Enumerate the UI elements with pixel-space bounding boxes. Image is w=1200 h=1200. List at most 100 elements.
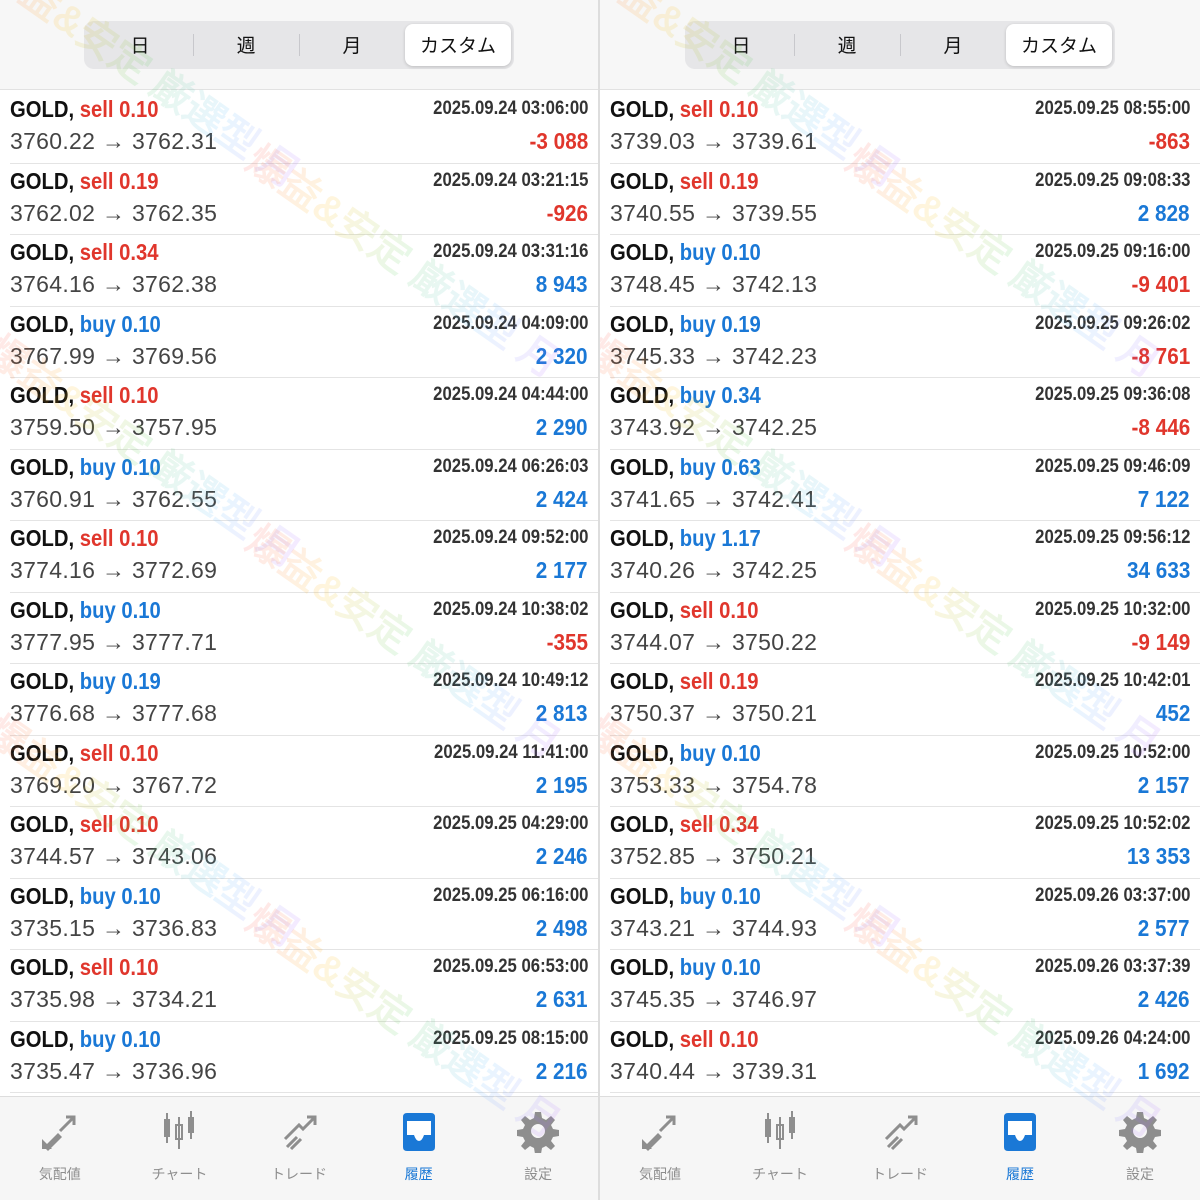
close-price: 3757.95 <box>131 414 218 440</box>
open-price: 3762.02 <box>10 199 96 226</box>
close-price: 3772.69 <box>131 557 218 583</box>
trade-side: buy <box>679 739 716 766</box>
trade-row[interactable]: GOLD, sell 0.10 3744.07 → 3750.22 2025.0… <box>610 593 1200 664</box>
trade-symbol-line: GOLD, buy 0.19 <box>610 311 761 338</box>
open-price: 3748.45 <box>610 271 696 297</box>
trade-symbol-line: GOLD, sell 0.10 <box>610 597 759 624</box>
tab-quotes[interactable]: 気配値 <box>0 1097 120 1200</box>
trade-row[interactable]: GOLD, buy 0.34 3743.92 → 3742.25 2025.09… <box>610 378 1200 450</box>
trade-volume: 0.10 <box>119 96 159 122</box>
trade-time: 2025.09.26 03:37:00 <box>1034 884 1190 906</box>
trade-volume: 0.34 <box>719 811 759 837</box>
trade-profit: 2 216 <box>536 1057 588 1084</box>
trade-volume: 0.10 <box>719 1025 759 1052</box>
tab-settings[interactable]: 設定 <box>478 1097 598 1200</box>
trade-row[interactable]: GOLD, buy 0.10 3743.21 → 3744.93 2025.09… <box>610 879 1200 950</box>
close-price: 3736.83 <box>131 914 218 941</box>
trade-row[interactable]: GOLD, sell 0.10 3760.22 → 3762.31 2025.0… <box>10 92 598 164</box>
tab-settings[interactable]: 設定 <box>1080 1097 1200 1200</box>
trade-profit: -8 446 <box>1131 414 1190 440</box>
open-price: 3769.20 <box>10 771 96 798</box>
trade-profit: 2 813 <box>536 700 588 726</box>
trade-side: buy <box>679 310 716 337</box>
symbol: GOLD, <box>610 811 675 837</box>
trade-row[interactable]: GOLD, buy 0.10 3753.33 → 3754.78 2025.09… <box>610 736 1200 807</box>
tab-trade[interactable]: トレード <box>840 1097 960 1200</box>
open-price: 3776.68 <box>10 700 96 726</box>
arrow-right-icon: → <box>701 557 726 583</box>
trade-row[interactable]: GOLD, sell 0.10 3740.44 → 3739.31 2025.0… <box>610 1022 1200 1093</box>
open-price: 3750.37 <box>610 700 696 726</box>
trade-time: 2025.09.24 03:31:16 <box>432 241 588 262</box>
trade-time: 2025.09.25 06:16:00 <box>432 884 588 906</box>
segment-month[interactable]: 月 <box>299 24 405 66</box>
trade-symbol-line: GOLD, sell 0.10 <box>10 811 159 838</box>
trade-row[interactable]: GOLD, sell 0.34 3752.85 → 3750.21 2025.0… <box>610 807 1200 879</box>
trade-trend-icon <box>277 1109 321 1158</box>
tab-chart[interactable]: チャート <box>720 1097 840 1200</box>
trade-row[interactable]: GOLD, sell 0.19 3750.37 → 3750.21 2025.0… <box>610 664 1200 736</box>
open-price: 3753.33 <box>610 771 696 798</box>
tab-history[interactable]: 履歴 <box>960 1097 1080 1200</box>
tab-label: 気配値 <box>38 1166 81 1182</box>
trade-row[interactable]: GOLD, sell 0.10 3735.98 → 3734.21 2025.0… <box>10 950 598 1022</box>
tab-trade[interactable]: トレード <box>239 1097 359 1200</box>
trade-row[interactable]: GOLD, buy 0.10 3735.15 → 3736.83 2025.09… <box>10 879 598 950</box>
segment-week[interactable]: 週 <box>193 24 299 66</box>
trade-history-list[interactable]: GOLD, sell 0.10 3739.03 → 3739.61 2025.0… <box>600 92 1200 1093</box>
history-inbox-icon <box>397 1109 441 1158</box>
trade-volume: 0.10 <box>721 239 761 265</box>
trade-side: buy <box>679 954 716 980</box>
trade-row[interactable]: GOLD, sell 0.10 3744.57 → 3743.06 2025.0… <box>10 807 598 879</box>
segment-day[interactable]: 日 <box>130 36 150 57</box>
segment-day[interactable]: 日 <box>731 36 751 57</box>
trade-row[interactable]: GOLD, buy 0.10 3735.47 → 3736.96 2025.09… <box>10 1022 598 1093</box>
trade-row[interactable]: GOLD, sell 0.19 3740.55 → 3739.55 2025.0… <box>610 164 1200 235</box>
close-price: 3762.55 <box>131 485 218 512</box>
trade-row[interactable]: GOLD, sell 0.10 3769.20 → 3767.72 2025.0… <box>10 736 598 807</box>
tab-history[interactable]: 履歴 <box>359 1097 479 1200</box>
trade-profit: 2 177 <box>536 557 588 583</box>
trade-history-list[interactable]: GOLD, sell 0.10 3760.22 → 3762.31 2025.0… <box>0 92 598 1093</box>
trade-row[interactable]: GOLD, sell 0.10 3759.50 → 3757.95 2025.0… <box>10 378 598 450</box>
arrow-right-icon: → <box>701 485 726 512</box>
trade-symbol-line: GOLD, buy 0.63 <box>610 454 761 481</box>
trade-row[interactable]: GOLD, buy 0.10 3767.99 → 3769.56 2025.09… <box>10 307 598 378</box>
trade-row[interactable]: GOLD, buy 0.63 3741.65 → 3742.41 2025.09… <box>610 450 1200 521</box>
trade-row[interactable]: GOLD, buy 0.10 3745.35 → 3746.97 2025.09… <box>610 950 1200 1022</box>
trade-row[interactable]: GOLD, buy 0.19 3776.68 → 3777.68 2025.09… <box>10 664 598 736</box>
trade-symbol-line: GOLD, buy 0.10 <box>610 883 761 910</box>
trade-row[interactable]: GOLD, buy 0.10 3748.45 → 3742.13 2025.09… <box>610 235 1200 307</box>
price-range: 3769.20 → 3767.72 <box>10 772 217 799</box>
segment-week[interactable]: 週 <box>794 24 900 66</box>
segment-custom[interactable]: カスタム <box>1006 23 1112 66</box>
trade-side: sell <box>79 239 114 265</box>
tab-chart[interactable]: チャート <box>120 1097 240 1200</box>
price-range: 3745.35 → 3746.97 <box>610 986 817 1013</box>
trade-row[interactable]: GOLD, buy 1.17 3740.26 → 3742.25 2025.09… <box>610 521 1200 593</box>
trade-side: buy <box>79 668 116 694</box>
period-bar: 日 週 月 カスタム <box>0 0 598 90</box>
trade-side: sell <box>679 596 714 623</box>
trade-row[interactable]: GOLD, buy 0.10 3777.95 → 3777.71 2025.09… <box>10 593 598 664</box>
trade-row[interactable]: GOLD, sell 0.34 3764.16 → 3762.38 2025.0… <box>10 235 598 307</box>
close-price: 3777.71 <box>131 628 218 655</box>
close-price: 3736.96 <box>131 1057 218 1084</box>
trade-profit: -9 149 <box>1131 628 1190 655</box>
segment-month[interactable]: 月 <box>900 24 1006 66</box>
trade-side: sell <box>679 167 714 194</box>
history-screen: 日 週 月 カスタム GOLD, sell 0.10 3739.03 → 373… <box>600 0 1200 1200</box>
tab-quotes[interactable]: 気配値 <box>600 1097 720 1200</box>
trade-row[interactable]: GOLD, sell 0.10 3774.16 → 3772.69 2025.0… <box>10 521 598 593</box>
trade-row[interactable]: GOLD, sell 0.10 3739.03 → 3739.61 2025.0… <box>610 92 1200 164</box>
symbol: GOLD, <box>610 239 675 265</box>
trade-profit: 7 122 <box>1138 485 1190 512</box>
symbol: GOLD, <box>10 310 75 337</box>
trade-row[interactable]: GOLD, buy 0.19 3745.33 → 3742.23 2025.09… <box>610 307 1200 378</box>
gear-icon <box>1118 1109 1162 1158</box>
trade-row[interactable]: GOLD, buy 0.10 3760.91 → 3762.55 2025.09… <box>10 450 598 521</box>
trade-row[interactable]: GOLD, sell 0.19 3762.02 → 3762.35 2025.0… <box>10 164 598 235</box>
arrow-right-icon: → <box>701 414 726 440</box>
symbol: GOLD, <box>610 739 675 766</box>
segment-custom[interactable]: カスタム <box>405 23 511 66</box>
